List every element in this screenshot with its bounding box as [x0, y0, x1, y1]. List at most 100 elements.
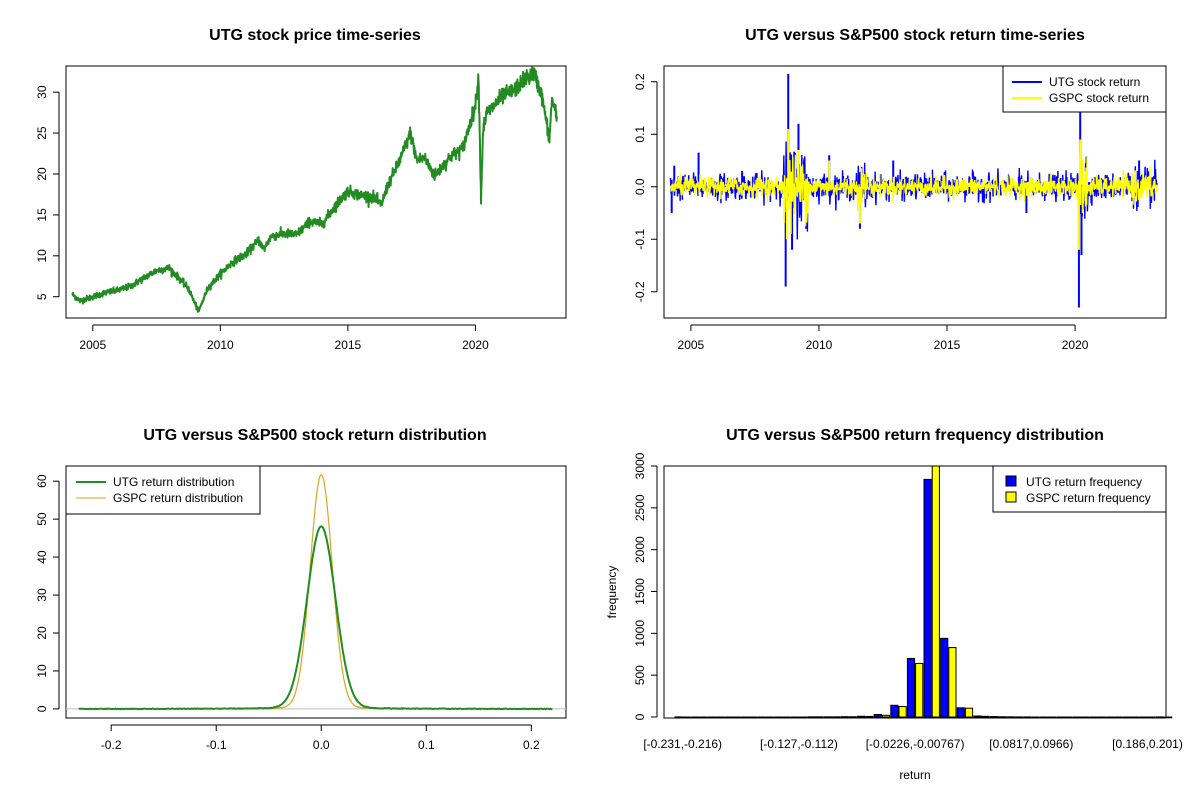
price-plot-frame [65, 65, 567, 319]
gspc-frequency-bar [1047, 716, 1057, 719]
returns-y-tick-label: -0.2 [633, 281, 647, 302]
histogram-chart-title: UTG versus S&P500 return frequency distr… [726, 427, 1104, 444]
gspc-frequency-bar [998, 716, 1007, 719]
utg-frequency-bar [1089, 716, 1098, 719]
gspc-frequency-bar [865, 715, 874, 718]
returns-y-tick-label: 0.0 [633, 178, 647, 195]
gspc-frequency-bar [699, 716, 708, 719]
gspc-frequency-bar [732, 716, 741, 719]
price-series-group [71, 66, 559, 313]
utg-frequency-bar [906, 657, 916, 718]
returns-series-group [669, 73, 1158, 308]
utg-frequency-bar [1039, 716, 1048, 719]
returns-legend-utg-label: UTG stock return [1049, 75, 1140, 89]
density-x-tick-label: -0.1 [206, 738, 227, 752]
utg-frequency-bar [1155, 716, 1165, 719]
histogram-x-tick-label: [0.0817,0.0966) [989, 737, 1073, 751]
gspc-frequency-bar [881, 714, 891, 718]
gspc-frequency-bar [715, 716, 725, 719]
returns-legend-gspc-label: GSPC stock return [1049, 91, 1149, 105]
utg-frequency-bar [807, 716, 816, 719]
gspc-frequency-bar [898, 706, 907, 718]
returns-legend-box [1002, 65, 1167, 113]
gspc-frequency-bar [848, 716, 857, 719]
gspc-frequency-bar [981, 715, 990, 718]
utg-frequency-bar [757, 716, 766, 719]
price-y-tick-label: 15 [35, 208, 49, 222]
histogram-y-tick-label: 1000 [633, 620, 647, 647]
histogram-y-tick-label: 500 [633, 665, 647, 685]
density-axes: -0.2 -0.1 0.0 0.1 0.2 0 10 20 30 40 50 60 [35, 474, 540, 752]
histogram-legend-utg-label: UTG return frequency [1026, 475, 1142, 489]
histogram-legend-box [992, 465, 1167, 513]
price-y-tick-label: 30 [35, 85, 49, 99]
density-x-tick-label: 0.2 [523, 738, 540, 752]
price-x-tick-label: 2010 [207, 338, 234, 352]
gspc-frequency-bar [1114, 716, 1123, 719]
gspc-frequency-bar [1164, 716, 1173, 719]
utg-frequency-bar [1139, 716, 1148, 719]
density-plot-frame [65, 465, 567, 719]
gspc-frequency-bar [964, 707, 974, 718]
density-panel: UTG versus S&P500 stock return distribut… [35, 427, 567, 752]
price-axes: 2005 2010 2015 2020 5 10 15 20 25 30 [35, 85, 489, 352]
returns-panel: UTG versus S&P500 stock return time-seri… [633, 27, 1167, 352]
price-panel: UTG stock price time-series 2005 2010 2015… [35, 27, 567, 352]
returns-chart-title: UTG versus S&P500 stock return time-seri… [745, 27, 1085, 44]
gspc-frequency-bar [1147, 716, 1156, 719]
gspc-frequency-bar [1031, 716, 1040, 719]
utg-frequency-bar [740, 716, 750, 719]
utg-frequency-bar [774, 716, 783, 719]
histogram-x-tick-label: [-0.231,-0.216) [643, 737, 722, 751]
histogram-y-tick-label: 2000 [633, 536, 647, 563]
gspc-frequency-bar [815, 716, 824, 719]
utg-frequency-bar [674, 716, 683, 719]
density-series-group [66, 474, 566, 711]
gspc-frequency-bar [1064, 716, 1073, 719]
price-y-tick-label: 10 [35, 249, 49, 263]
density-legend-box [65, 465, 261, 515]
utg-price-line [71, 66, 559, 313]
histogram-y-tick-label: 1500 [633, 578, 647, 605]
utg-frequency-bar [691, 716, 700, 719]
density-y-tick-label: 10 [35, 664, 49, 678]
utg-frequency-bar [1023, 716, 1032, 719]
utg-frequency-bar [857, 715, 866, 718]
gspc-return-line [669, 152, 1158, 227]
returns-x-tick-label: 2015 [934, 338, 961, 352]
histogram-x-tick-label: [-0.0226,-0.00767) [866, 737, 965, 751]
density-legend-utg-label: UTG return distribution [113, 475, 234, 489]
histogram-axes: 0 500 1000 1500 2000 2500 3000 [-0.231,-0.216) [… [633, 452, 1183, 751]
utg-frequency-bar [707, 716, 716, 719]
returns-x-tick-label: 2020 [1062, 338, 1089, 352]
histogram-legend-gspc-swatch [1005, 491, 1017, 503]
utg-frequency-bar [1006, 716, 1015, 719]
price-x-tick-label: 2020 [462, 338, 489, 352]
histogram-panel: UTG versus S&P500 return frequency distr… [605, 427, 1183, 782]
histogram-x-tick-label: [-0.127,-0.112) [760, 737, 838, 751]
utg-frequency-bar [1122, 716, 1131, 719]
density-chart-title: UTG versus S&P500 stock return distribut… [143, 427, 486, 444]
returns-axes: 2005 2010 2015 2020 -0.2 -0.1 0.0 0.1 0.2 [633, 73, 1089, 352]
price-y-tick-label: 5 [35, 293, 49, 300]
gspc-frequency-bar [1130, 716, 1140, 719]
histogram-legend-gspc-label: GSPC return frequency [1026, 491, 1151, 505]
utg-frequency-bar [873, 713, 882, 718]
utg-frequency-bar [1056, 716, 1065, 719]
density-legend-gspc-label: GSPC return distribution [113, 491, 243, 505]
returns-y-tick-label: 0.1 [633, 126, 647, 143]
utg-frequency-bar [840, 716, 849, 718]
density-x-tick-label: -0.2 [101, 738, 122, 752]
histogram-y-tick-label: 0 [633, 713, 647, 720]
utg-frequency-bar [823, 716, 833, 719]
returns-legend: UTG stock return GSPC stock return [1002, 65, 1167, 113]
histogram-y-axis-title: frequency [605, 566, 619, 619]
histogram-plot-frame [663, 465, 1167, 719]
utg-frequency-bar [790, 716, 799, 719]
utg-frequency-bar [890, 704, 899, 718]
utg-frequency-bar [923, 478, 932, 718]
utg-frequency-bar [1072, 716, 1082, 719]
density-y-tick-label: 20 [35, 626, 49, 640]
returns-y-tick-label: 0.2 [633, 73, 647, 90]
histogram-y-tick-label: 2500 [633, 494, 647, 521]
